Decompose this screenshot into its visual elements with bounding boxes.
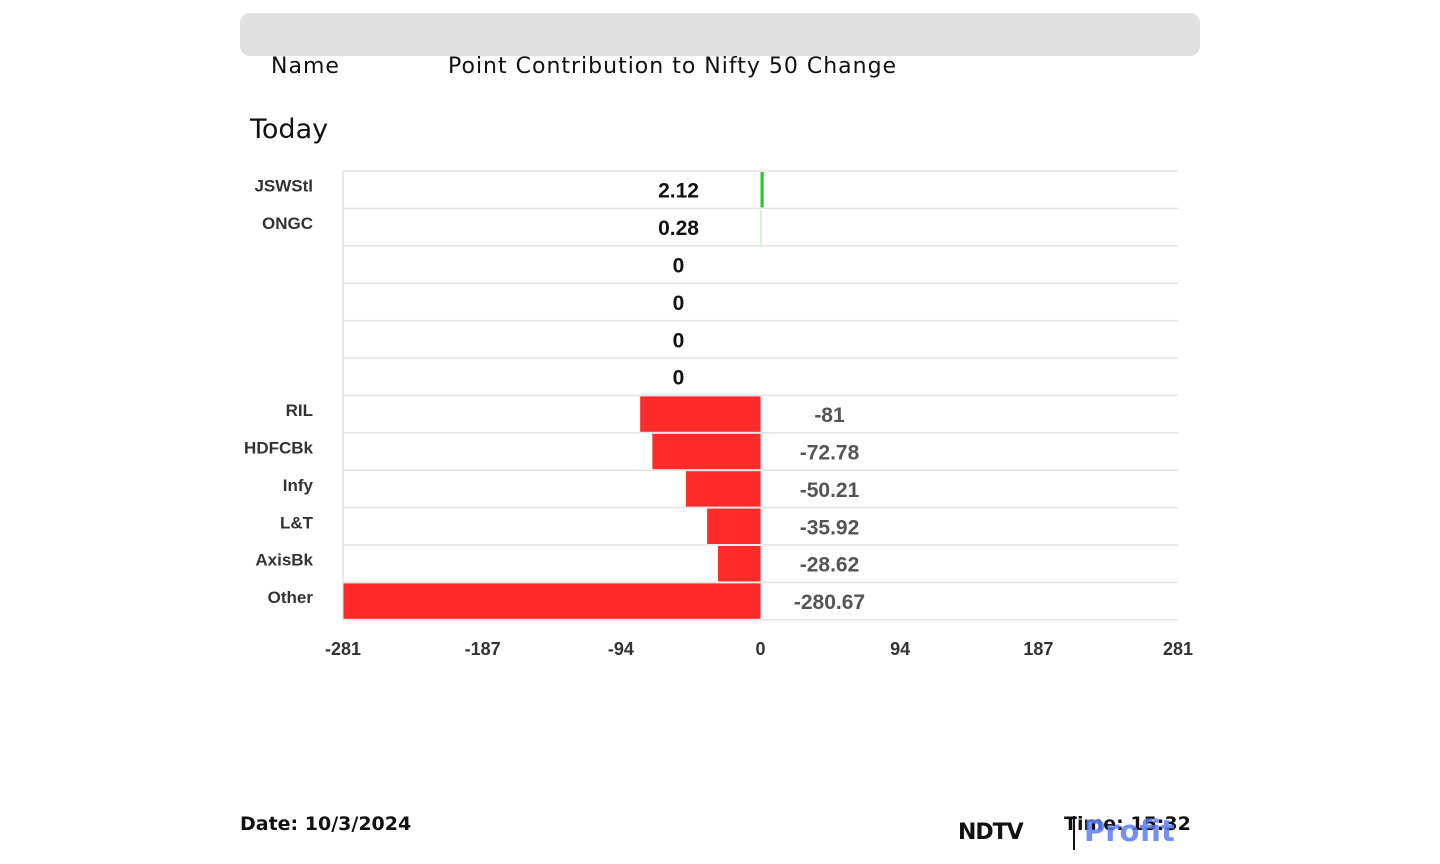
column-header-name: Name: [271, 54, 340, 79]
logo-profit-text: Profit: [1084, 814, 1175, 848]
x-tick-label: -281: [325, 639, 361, 659]
footer-time: Time: 15:32: [1064, 813, 1191, 835]
bar: [707, 508, 761, 544]
bar-value-label: -35.92: [800, 516, 860, 539]
column-header-contribution: Point Contribution to Nifty 50 Change: [448, 54, 898, 79]
ndtv-profit-logo: NDTV Profit: [958, 812, 1200, 852]
category-label: AxisBk: [255, 551, 313, 570]
footer-date: Date: 10/3/2024: [240, 813, 412, 835]
bar-value-label: -72.78: [800, 442, 860, 465]
category-label: Infy: [283, 476, 314, 495]
x-tick-label: 281: [1163, 639, 1193, 659]
x-tick-label: 187: [1023, 639, 1053, 659]
category-label: HDFCBk: [244, 439, 313, 458]
bar: [685, 471, 761, 507]
bar: [760, 209, 762, 245]
period-label: Today: [250, 114, 329, 145]
bar-value-label: -28.62: [800, 554, 860, 577]
header-bar: [240, 13, 1200, 56]
category-label: ONGC: [262, 214, 313, 233]
bar-value-label: 2.12: [658, 180, 699, 203]
bar-value-label: -81: [814, 404, 845, 427]
bar-value-label: -50.21: [800, 479, 860, 502]
bar-value-label: 0.28: [658, 217, 699, 240]
logo-ndtv-text: NDTV: [958, 820, 1024, 845]
x-tick-label: -94: [608, 639, 634, 659]
bar-value-label: 0: [673, 292, 685, 315]
bar-value-label: -280.67: [794, 591, 865, 614]
bar: [640, 396, 761, 432]
category-label: RIL: [286, 401, 313, 420]
bar: [343, 583, 761, 619]
bar: [760, 172, 764, 208]
logo-divider: [1073, 816, 1075, 850]
bar: [717, 546, 761, 582]
x-tick-label: 0: [755, 639, 765, 659]
bar-value-label: 0: [673, 255, 685, 278]
category-label: JSWStl: [254, 177, 313, 196]
bar-value-label: 0: [673, 329, 685, 352]
x-tick-label: -187: [465, 639, 501, 659]
x-tick-label: 94: [890, 639, 910, 659]
category-label: L&T: [280, 513, 314, 532]
bar-value-label: 0: [673, 367, 685, 390]
bar: [652, 433, 761, 470]
category-label: Other: [268, 588, 314, 607]
